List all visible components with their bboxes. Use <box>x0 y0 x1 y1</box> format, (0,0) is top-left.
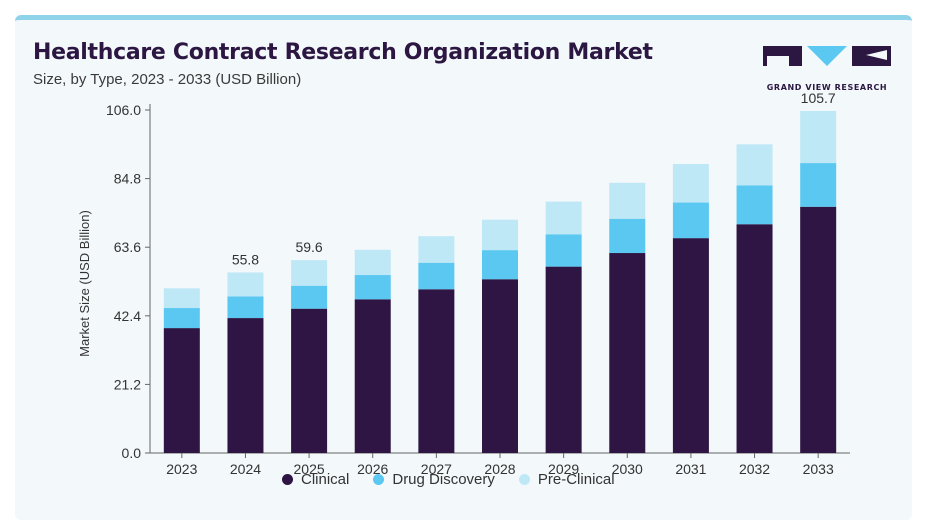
page-subtitle: Size, by Type, 2023 - 2033 (USD Billion) <box>33 71 302 88</box>
x-tick-label: 2032 <box>739 461 770 477</box>
bar-pre-clinical-2024 <box>227 272 264 297</box>
logo-mark-icon <box>763 46 891 66</box>
x-tick-label: 2030 <box>612 461 643 477</box>
logo-text: GRAND VIEW RESEARCH <box>766 83 888 92</box>
x-tick-label: 2026 <box>357 461 388 477</box>
x-tick-label: 2029 <box>548 461 579 477</box>
bar-drug-discovery-2032 <box>736 185 773 225</box>
legend-swatch <box>282 474 293 485</box>
legend-item-clinical: Clinical <box>282 471 349 488</box>
y-tick-label: 63.6 <box>114 239 141 255</box>
bar-pre-clinical-2032 <box>736 144 773 186</box>
chart-legend: Clinical Drug Discovery Pre-Clinical <box>282 471 615 488</box>
bar-drug-discovery-2029 <box>545 234 582 267</box>
legend-label: Clinical <box>301 471 350 488</box>
y-tick-label: 106.0 <box>106 102 141 118</box>
legend-label: Pre-Clinical <box>537 471 615 488</box>
bar-drug-discovery-2023 <box>163 308 200 329</box>
y-tick-label: 0.0 <box>122 445 142 461</box>
bar-clinical-2032 <box>736 224 773 453</box>
bar-clinical-2023 <box>163 328 200 453</box>
bar-clinical-2026 <box>354 299 391 453</box>
bar-drug-discovery-2027 <box>418 262 455 290</box>
x-tick-label: 2025 <box>294 461 325 477</box>
legend-swatch <box>373 474 385 485</box>
bar-clinical-2027 <box>418 289 455 453</box>
bar-pre-clinical-2029 <box>545 201 582 235</box>
y-axis-title: Market Size (USD Billion) <box>77 210 92 357</box>
bar-pre-clinical-2023 <box>163 288 200 309</box>
x-tick-label: 2031 <box>675 461 706 477</box>
bar-drug-discovery-2028 <box>482 250 518 280</box>
legend-swatch <box>518 474 530 485</box>
bar-drug-discovery-2031 <box>672 202 709 239</box>
bar-pre-clinical-2026 <box>354 249 391 276</box>
total-label-2024: 55.8 <box>232 251 259 267</box>
x-tick-label: 2033 <box>803 461 834 477</box>
bar-drug-discovery-2025 <box>291 285 328 309</box>
bar-clinical-2025 <box>291 308 328 453</box>
bar-drug-discovery-2026 <box>354 275 391 300</box>
x-tick-label: 2028 <box>484 461 515 477</box>
legend-item-drug-discovery: Drug Discovery <box>373 471 495 488</box>
bar-pre-clinical-2025 <box>291 260 328 286</box>
x-tick-label: 2024 <box>230 461 261 477</box>
y-tick-label: 84.8 <box>114 171 141 187</box>
y-tick-label: 42.4 <box>114 308 141 324</box>
x-tick-label: 2023 <box>166 461 197 477</box>
bar-pre-clinical-2033 <box>800 110 837 164</box>
grand-view-research-logo: GRAND VIEW RESEARCH <box>763 46 891 96</box>
y-tick-label: 21.2 <box>114 376 141 392</box>
bar-pre-clinical-2031 <box>672 164 709 203</box>
bar-clinical-2028 <box>482 279 518 453</box>
bar-pre-clinical-2027 <box>418 236 455 263</box>
page-title: Healthcare Contract Research Organizatio… <box>33 40 653 65</box>
x-tick-label: 2027 <box>421 461 452 477</box>
legend-label: Drug Discovery <box>392 471 495 488</box>
bar-clinical-2033 <box>800 206 837 453</box>
bar-clinical-2030 <box>609 253 646 453</box>
bar-drug-discovery-2030 <box>609 218 646 254</box>
total-label-2025: 59.6 <box>295 239 322 255</box>
bar-pre-clinical-2030 <box>609 182 646 219</box>
bar-pre-clinical-2028 <box>482 219 518 251</box>
total-label-2033: 105.7 <box>801 90 836 106</box>
bar-clinical-2024 <box>227 318 264 453</box>
legend-item-pre-clinical: Pre-Clinical <box>518 471 615 488</box>
bar-clinical-2031 <box>672 238 709 453</box>
bar-clinical-2029 <box>545 266 582 453</box>
bar-drug-discovery-2024 <box>227 296 264 319</box>
bar-drug-discovery-2033 <box>800 163 837 207</box>
